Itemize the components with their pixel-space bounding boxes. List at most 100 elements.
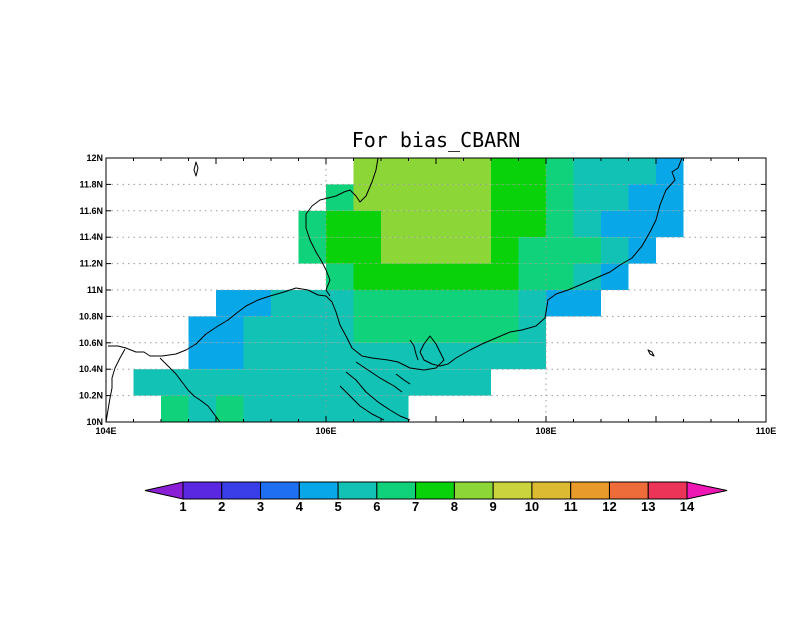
heatmap-cell-r2-c4 bbox=[546, 210, 574, 238]
colorbar-label-7: 7 bbox=[412, 499, 419, 514]
heatmap-cell-r1-c3 bbox=[546, 184, 574, 211]
colorbar-box-10 bbox=[531, 481, 572, 500]
coastline-west bbox=[105, 348, 126, 423]
coastline bbox=[105, 157, 683, 423]
colorbar-box-4 bbox=[298, 481, 339, 500]
map-gridlines bbox=[106, 158, 766, 422]
colorbar: 1 2 3 4 5 6 7 8 9 10 11 12 13 14 bbox=[144, 481, 728, 514]
heatmap-cell-r2-c5 bbox=[573, 210, 601, 238]
heatmap-cell-r2-c0 bbox=[298, 210, 326, 238]
heatmap-cell-r0-c2 bbox=[546, 158, 574, 185]
colorbar-label-6: 6 bbox=[373, 499, 380, 514]
lat-tick-label-6: 11.2N bbox=[79, 259, 103, 269]
heatmap-cell-r8-c0 bbox=[133, 369, 491, 396]
heatmap-cell-r1-c4 bbox=[573, 184, 629, 211]
colorbar-label-8: 8 bbox=[451, 499, 458, 514]
heatmap-cell-r0-c0 bbox=[353, 158, 491, 185]
map-axes: 10N 10.2N 10.4N 10.6N 10.8N 11N 11.2N 11.4N 11.6… bbox=[79, 153, 776, 436]
colorbar-under-triangle bbox=[144, 481, 184, 500]
heatmap-cell-r1-c5 bbox=[628, 184, 684, 211]
lat-tick-label-4: 10.8N bbox=[79, 311, 103, 321]
colorbar-box-1 bbox=[182, 481, 223, 500]
heatmap-cell-r5-c3 bbox=[518, 290, 546, 317]
colorbar-label-5: 5 bbox=[334, 499, 341, 514]
delta-channel-3 bbox=[355, 361, 403, 393]
colorbar-label-1: 1 bbox=[179, 499, 186, 514]
colorbar-label-13: 13 bbox=[641, 499, 655, 514]
coastline-main bbox=[108, 157, 683, 371]
heatmap-cell-r2-c2 bbox=[381, 210, 491, 238]
heatmap-cell-r7-c0 bbox=[188, 342, 244, 370]
colorbar-label-11: 11 bbox=[564, 499, 578, 514]
heatmap-cell-r9-c1 bbox=[188, 395, 216, 422]
plot-title: For bias_CBARN bbox=[352, 128, 521, 152]
heatmap-cell-r9-c2 bbox=[216, 395, 244, 422]
heatmap-cell-r2-c6 bbox=[601, 210, 684, 238]
heatmap-cell-r2-c1 bbox=[326, 210, 381, 238]
lat-tick-label-0: 10N bbox=[86, 417, 103, 427]
heatmap-cell-r5-c4 bbox=[546, 290, 601, 317]
heatmap-cell-r3-c5 bbox=[601, 237, 629, 264]
delta-channel-4 bbox=[395, 373, 411, 385]
heatmap-cell-r0-c4 bbox=[656, 158, 684, 185]
lon-tick-label-0: 104E bbox=[95, 426, 116, 436]
heatmap-cell-r5-c0 bbox=[216, 290, 271, 317]
border-north bbox=[305, 157, 379, 297]
heatmap-cell-r4-c2 bbox=[518, 263, 574, 290]
colorbar-box-6 bbox=[376, 481, 417, 500]
colorbar-box-13 bbox=[647, 481, 688, 500]
heatmap-cell-r3-c3 bbox=[491, 237, 519, 264]
heatmap-cell-r1-c1 bbox=[353, 184, 491, 211]
colorbar-box-5 bbox=[337, 481, 378, 500]
heatmap-cell-r2-c3 bbox=[491, 210, 546, 238]
heatmap-cell-r6-c1 bbox=[243, 316, 354, 343]
colorbar-label-14: 14 bbox=[680, 499, 695, 514]
heatmap-cell-r5-c2 bbox=[353, 290, 519, 317]
heatmap-cell-r3-c2 bbox=[381, 237, 491, 264]
colorbar-box-12 bbox=[608, 481, 649, 500]
lat-tick-label-10: 12N bbox=[86, 153, 103, 163]
island-east bbox=[647, 349, 655, 357]
lat-tick-label-5: 11N bbox=[87, 285, 103, 295]
heatmap-cell-r0-c3 bbox=[573, 158, 656, 185]
colorbar-label-9: 9 bbox=[490, 499, 497, 514]
colorbar-label-4: 4 bbox=[296, 499, 304, 514]
heatmap-cell-r3-c6 bbox=[628, 237, 656, 264]
colorbar-box-9 bbox=[492, 481, 533, 500]
lon-tick-label-3: 110E bbox=[756, 426, 777, 436]
lat-tick-label-9: 11.8N bbox=[79, 179, 103, 189]
colorbar-over-triangle bbox=[686, 481, 728, 500]
heatmap-cell-r4-c0 bbox=[326, 263, 354, 290]
lat-tick-label-1: 10.2N bbox=[79, 391, 103, 401]
lat-tick-label-8: 11.6N bbox=[79, 206, 103, 216]
lat-tick-label-3: 10.6N bbox=[79, 338, 103, 348]
heatmap-cell-r7-c1 bbox=[243, 342, 546, 370]
coastline-gulf bbox=[159, 357, 221, 423]
colorbar-box-8 bbox=[453, 481, 494, 500]
colorbar-label-3: 3 bbox=[257, 499, 264, 514]
lat-tick-label-2: 10.4N bbox=[79, 364, 103, 374]
colorbar-label-12: 12 bbox=[602, 499, 616, 514]
colorbar-label-2: 2 bbox=[218, 499, 225, 514]
heatmap-cell-r4-c4 bbox=[601, 263, 629, 290]
heatmap-cell-r5-c1 bbox=[271, 290, 354, 317]
heatmap-cell-r3-c4 bbox=[518, 237, 601, 264]
heatmap-cell-r9-c0 bbox=[161, 395, 189, 422]
lat-tick-label-7: 11.4N bbox=[79, 232, 103, 242]
heatmap-cell-r4-c1 bbox=[353, 263, 519, 290]
delta-channel-2 bbox=[339, 385, 385, 421]
colorbar-box-11 bbox=[570, 481, 610, 500]
delta-channel-5 bbox=[409, 339, 419, 361]
delta-channel-1 bbox=[345, 371, 411, 421]
lon-tick-label-2: 108E bbox=[535, 426, 556, 436]
heatmap-cell-r6-c0 bbox=[188, 316, 244, 343]
heatmap-cell-r3-c0 bbox=[298, 237, 326, 264]
heatmap-cell-r3-c1 bbox=[326, 237, 381, 264]
heatmap-cell-r1-c2 bbox=[491, 184, 546, 211]
heatmap-cell-r0-c1 bbox=[491, 158, 546, 185]
colorbar-label-10: 10 bbox=[525, 499, 539, 514]
colorbar-box-2 bbox=[221, 481, 262, 500]
colorbar-box-3 bbox=[260, 481, 300, 500]
lon-tick-label-1: 106E bbox=[315, 426, 336, 436]
